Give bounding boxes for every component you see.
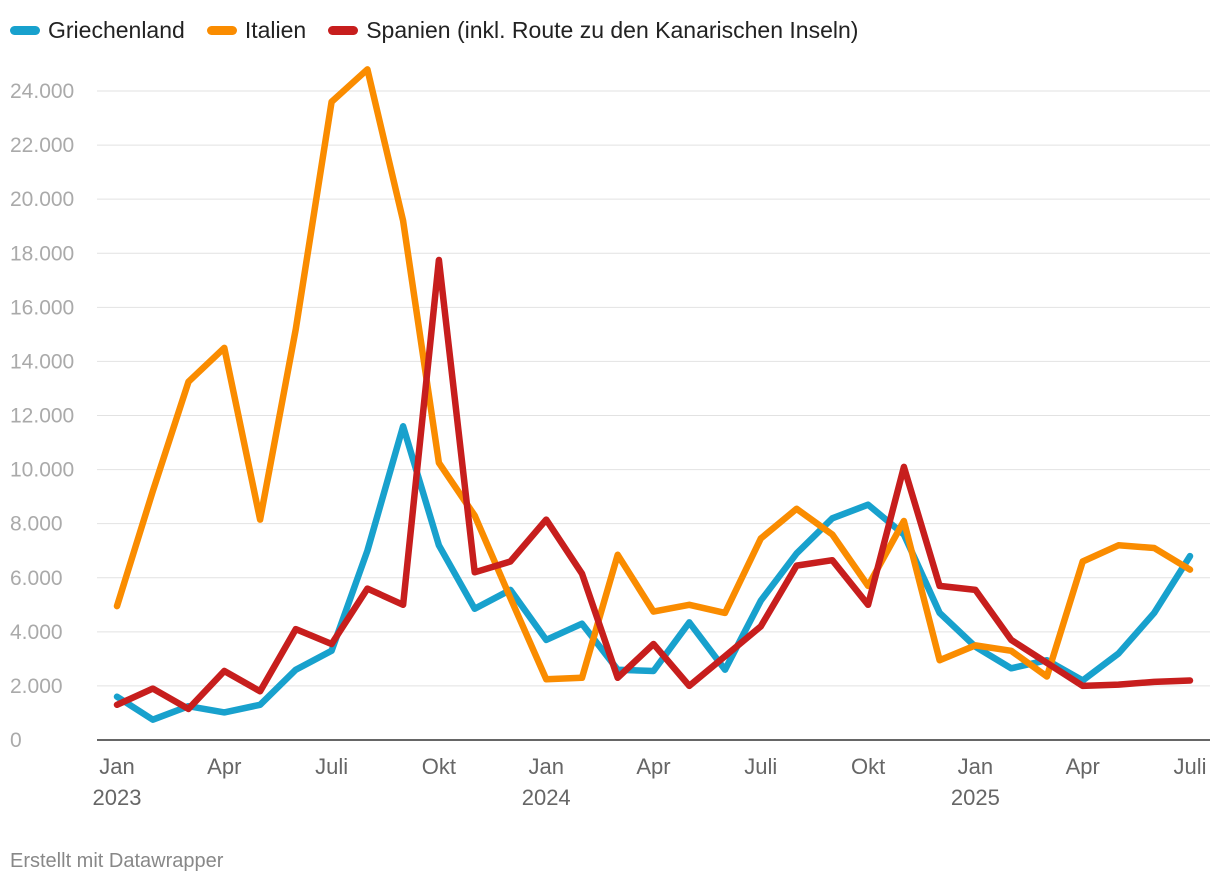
x-tick-label: Okt	[422, 754, 456, 779]
series-line-1	[113, 423, 1194, 723]
x-tick-year-label: 2024	[522, 785, 571, 810]
legend-swatch	[10, 25, 40, 35]
x-tick-year-label: 2023	[93, 785, 142, 810]
y-axis-labels: 0 2.000 4.000 6.000 8.000 10.000 12.000 14.000 1…	[10, 80, 74, 752]
x-tick-label: Jan	[99, 754, 134, 779]
x-tick-label: Juli	[744, 754, 777, 779]
y-tick-label: 0	[10, 729, 22, 752]
legend-swatch	[328, 25, 359, 35]
y-tick-label: 24.000	[10, 80, 74, 103]
x-axis-labels: Jan 2023 Apr Juli Okt Jan 2024 Apr Juli Okt Jan 202…	[93, 754, 1207, 810]
legend-item-1: Griechenland	[10, 17, 185, 44]
y-tick-label: 10.000	[10, 459, 74, 482]
y-tick-label: 12.000	[10, 405, 74, 428]
legend-swatch	[206, 25, 237, 35]
y-tick-label: 16.000	[10, 296, 74, 319]
series-line-2	[113, 66, 1194, 683]
x-tick-label: Apr	[636, 754, 670, 779]
x-tick-label: Jan	[958, 754, 993, 779]
x-tick-label: Apr	[1066, 754, 1100, 779]
x-tick-label: Juli	[1173, 754, 1206, 779]
y-tick-label: 6.000	[10, 567, 63, 590]
y-tick-label: 22.000	[10, 134, 74, 157]
x-tick-label: Jan	[528, 754, 563, 779]
series-lines	[113, 66, 1194, 723]
legend-item-2: Italien	[206, 16, 307, 44]
y-tick-label: 14.000	[10, 350, 74, 373]
legend-label: Italien	[244, 16, 307, 43]
chart-legend: Griechenland Italien Spanien (inkl. Route …	[10, 14, 880, 46]
x-tick-label: Juli	[315, 754, 348, 779]
y-tick-label: 20.000	[10, 188, 74, 211]
y-tick-label: 4.000	[10, 621, 63, 644]
footer-credit: Erstellt mit Datawrapper	[10, 850, 224, 872]
x-tick-year-label: 2025	[951, 785, 1000, 810]
y-tick-label: 18.000	[10, 242, 74, 265]
x-tick-label: Apr	[207, 754, 241, 779]
legend-item-3: Spanien (inkl. Route zu den Kanarischen …	[328, 17, 858, 44]
y-tick-label: 2.000	[10, 675, 63, 698]
legend-label: Griechenland	[48, 16, 185, 43]
x-tick-label: Okt	[851, 754, 885, 779]
series-line-3	[113, 256, 1194, 713]
legend-label: Spanien (inkl. Route zu den Kanarischen …	[366, 16, 859, 43]
y-tick-label: 8.000	[10, 513, 63, 536]
